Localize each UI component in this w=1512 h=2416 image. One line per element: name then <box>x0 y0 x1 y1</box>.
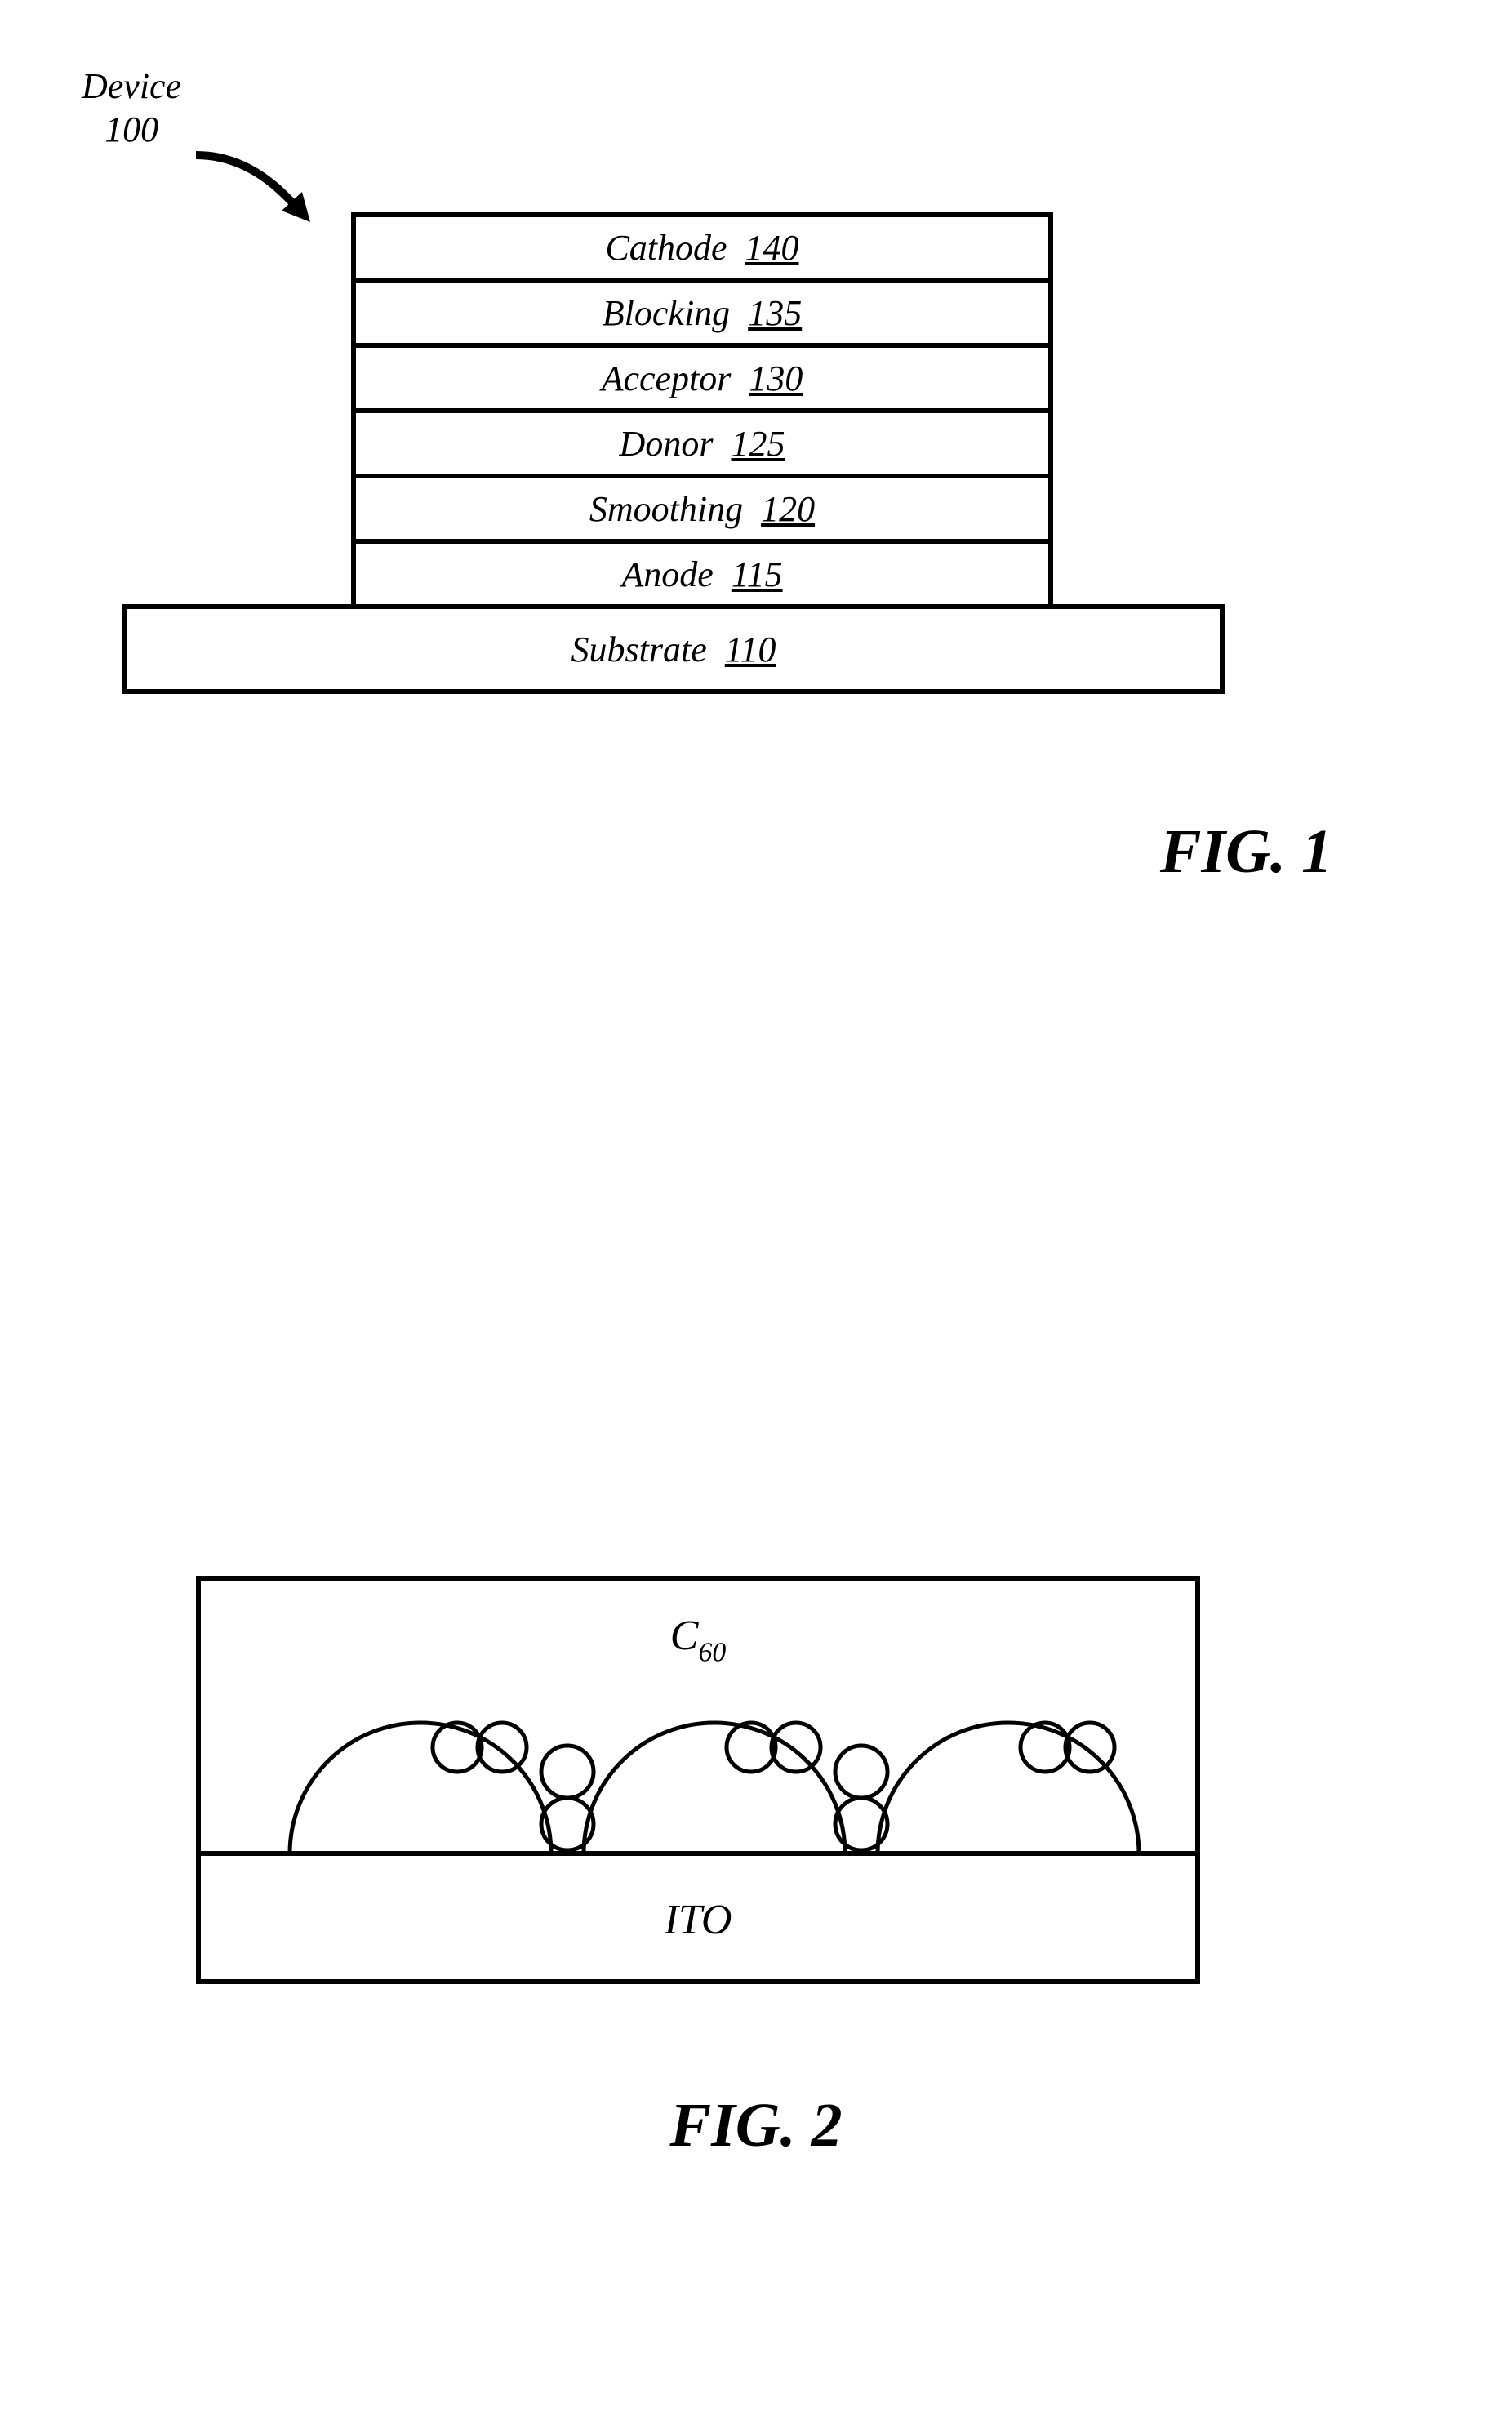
layer-label: Anode <box>621 554 713 595</box>
layer-label: Acceptor <box>602 358 732 399</box>
layer-ref: 125 <box>731 423 785 465</box>
layer-ref: 130 <box>749 358 803 399</box>
layer-label: Smoothing <box>589 488 743 530</box>
layer-stack: Cathode 140 Blocking 135 Acceptor 130 Do… <box>351 212 1053 604</box>
layer-ref: 120 <box>761 488 815 530</box>
device-label: Device 100 <box>82 65 181 152</box>
layer-substrate: Substrate 110 <box>122 604 1225 694</box>
layer-smoothing: Smoothing 120 <box>351 474 1053 539</box>
layer-label: Substrate <box>571 629 707 670</box>
layer-anode: Anode 115 <box>351 539 1053 604</box>
figure-2: C60ITO <box>196 1576 1200 1984</box>
layer-donor: Donor 125 <box>351 408 1053 474</box>
page: Device 100 Cathode 140 Blocking 135 Acce… <box>0 0 1512 2416</box>
device-label-line1: Device <box>82 66 181 106</box>
svg-text:ITO: ITO <box>664 1897 732 1943</box>
layer-label: Blocking <box>603 292 730 334</box>
layer-blocking: Blocking 135 <box>351 278 1053 343</box>
device-label-line2: 100 <box>105 109 158 149</box>
figure-2-caption: FIG. 2 <box>0 2090 1512 2161</box>
device-arrow-icon <box>188 147 335 245</box>
layer-label: Cathode <box>605 227 727 269</box>
layer-ref: 135 <box>748 292 802 334</box>
layer-ref: 140 <box>745 227 799 269</box>
layer-ref: 115 <box>732 554 783 595</box>
layer-acceptor: Acceptor 130 <box>351 343 1053 408</box>
layer-cathode: Cathode 140 <box>351 212 1053 278</box>
figure-2-svg: C60ITO <box>196 1576 1200 1984</box>
figure-1-caption: FIG. 1 <box>1160 816 1332 888</box>
layer-ref: 110 <box>725 629 776 670</box>
layer-label: Donor <box>620 423 714 465</box>
